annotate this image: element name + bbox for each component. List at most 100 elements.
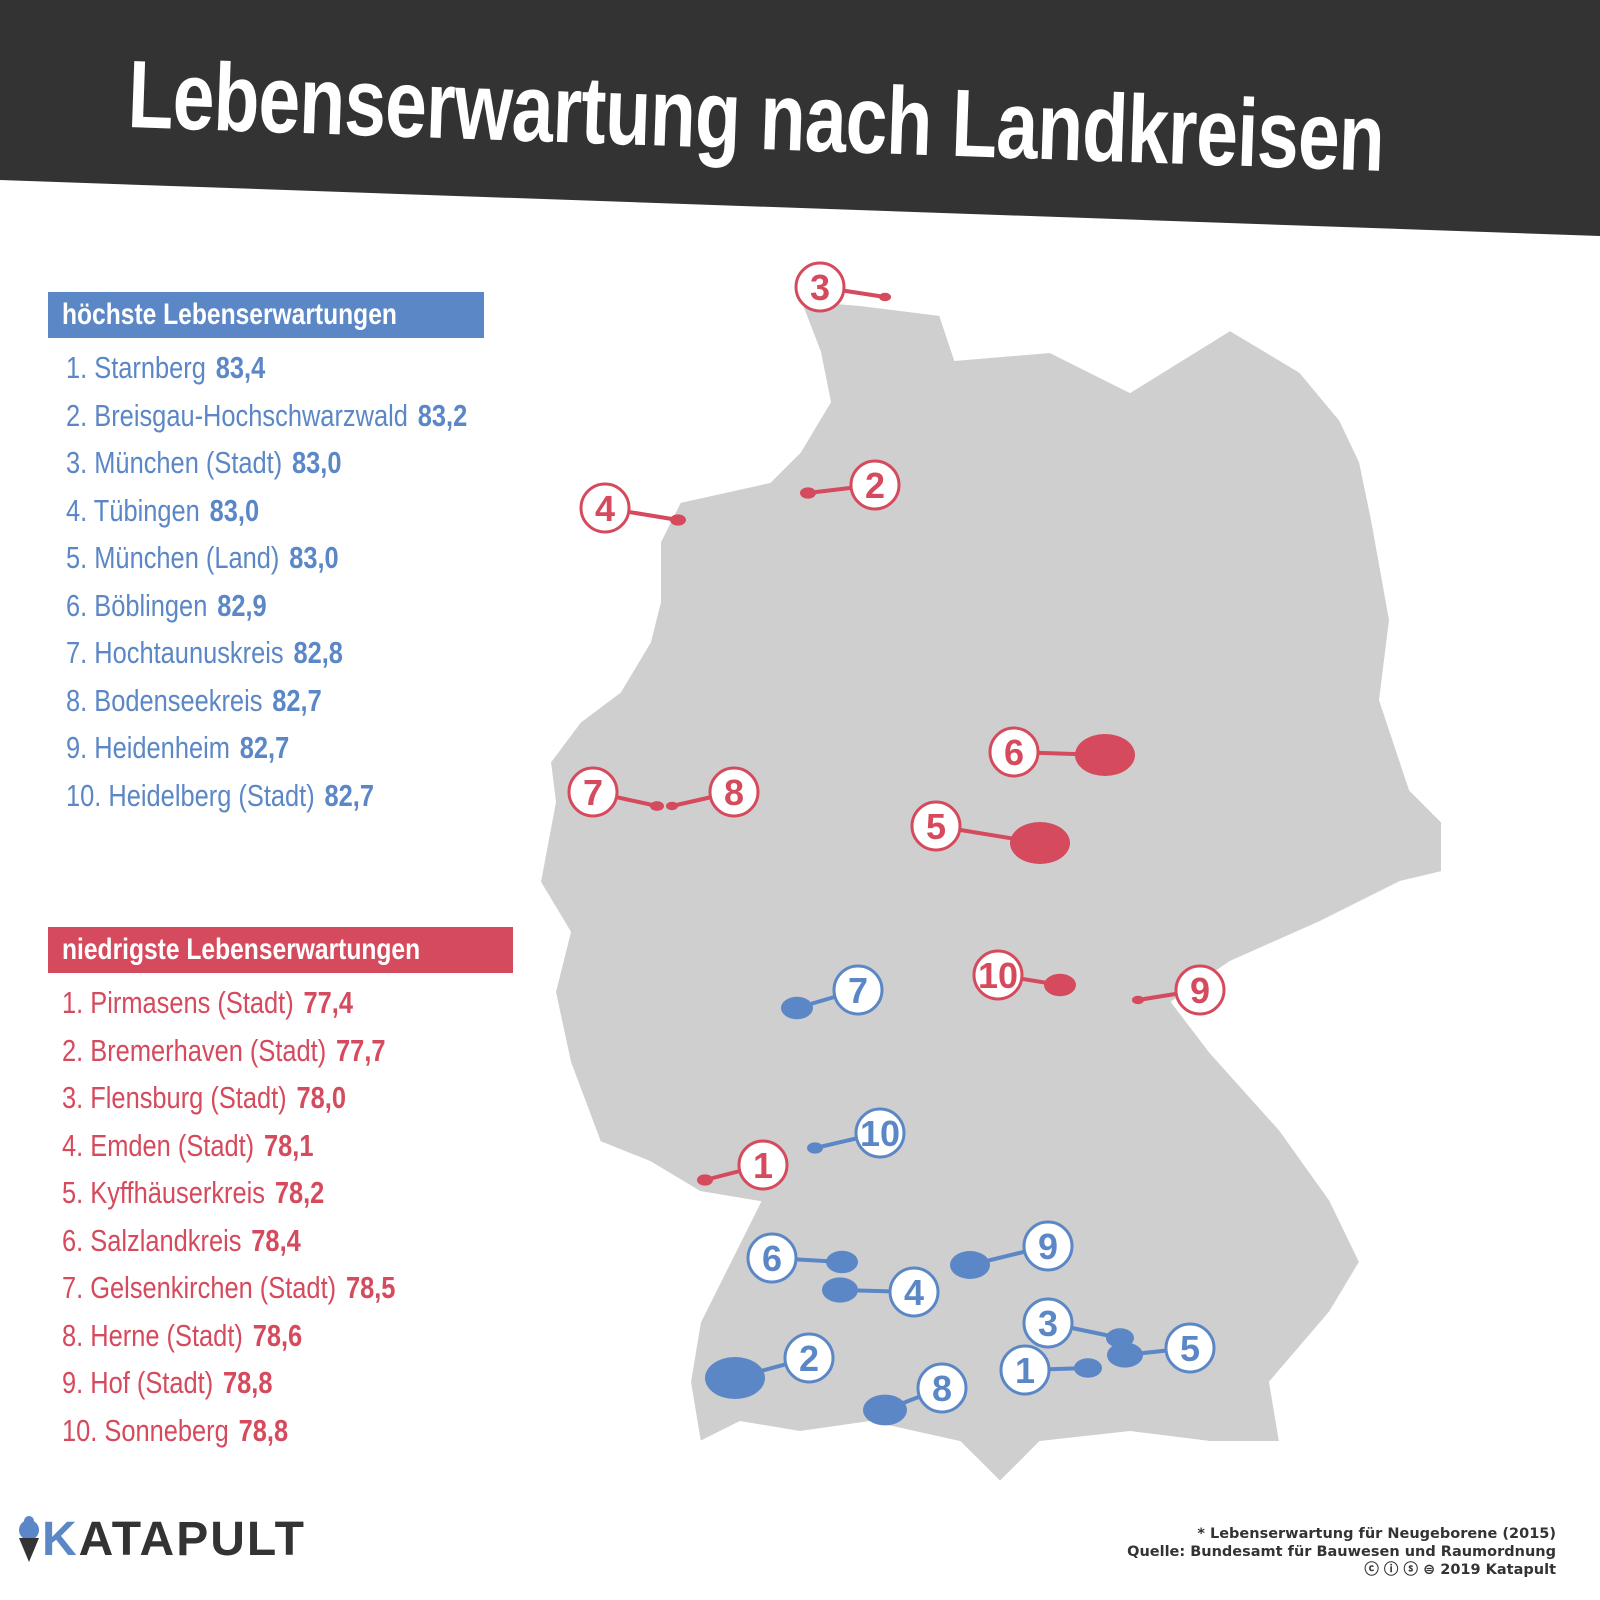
low-district-shape — [666, 801, 678, 811]
footnote: * Lebenserwartung für Neugeborene (2015) — [1197, 1526, 1556, 1542]
cc-icon: ⓒ — [1364, 1562, 1379, 1578]
germany-outline — [538, 298, 1443, 1484]
low-district-shape — [800, 487, 816, 499]
list-item: 10. Heidelberg (Stadt) 82,7 — [66, 772, 467, 820]
district-name: 1. Pirmasens (Stadt) — [62, 985, 294, 1020]
district-name: 7. Hochtaunuskreis — [66, 635, 284, 670]
source: Quelle: Bundesamt für Bauwesen und Raumo… — [1127, 1544, 1556, 1560]
high-district-shape — [781, 996, 813, 1020]
high-district-shape — [822, 1277, 858, 1303]
high-district-shape — [705, 1357, 765, 1399]
district-name: 3. Flensburg (Stadt) — [62, 1080, 287, 1115]
marker-circle — [1164, 1322, 1216, 1374]
high-marker-9: 9 — [950, 1220, 1074, 1279]
marker-number: 7 — [583, 772, 603, 813]
low-district-shape — [1010, 822, 1070, 864]
life-expectancy-value: 78,5 — [345, 1270, 396, 1305]
low-marker-7: 7 — [567, 766, 664, 818]
life-expectancy-value: 82,7 — [324, 777, 375, 813]
marker-number: 2 — [799, 1338, 819, 1379]
life-expectancy-value: 82,7 — [239, 730, 290, 765]
high-marker-10: 10 — [807, 1107, 906, 1159]
life-expectancy-value: 78,2 — [274, 1175, 325, 1210]
marker-number: 1 — [1015, 1350, 1035, 1391]
list-item: 5. München (Land) 83,0 — [66, 534, 467, 582]
list-item: 8. Herne (Stadt) 78,6 — [62, 1312, 432, 1360]
list-item: 9. Hof (Stadt) 78,8 — [62, 1359, 432, 1407]
high-district-shape — [826, 1250, 858, 1274]
district-name: 5. München (Land) — [66, 540, 280, 575]
low-marker-4: 4 — [579, 482, 686, 534]
life-expectancy-value: 78,0 — [296, 1080, 346, 1115]
low-marker-9: 9 — [1132, 964, 1226, 1016]
district-name: 9. Heidenheim — [66, 730, 230, 765]
list-item: 10. Sonneberg 78,8 — [62, 1407, 432, 1455]
ice-cream-icon — [19, 1515, 39, 1562]
list-item: 3. Flensburg (Stadt) 78,0 — [62, 1074, 432, 1122]
high-marker-2: 2 — [705, 1332, 835, 1399]
life-expectancy-value: 83,0 — [292, 445, 342, 480]
list-item: 6. Böblingen 82,9 — [66, 582, 467, 630]
low-marker-1: 1 — [697, 1139, 789, 1191]
marker-number: 6 — [1004, 732, 1024, 773]
low-marker-10: 10 — [972, 949, 1076, 1001]
marker-circle — [567, 766, 619, 818]
marker-number: 4 — [904, 1272, 924, 1313]
district-name: 7. Gelsenkirchen (Stadt) — [62, 1270, 337, 1305]
high-district-shape — [807, 1142, 823, 1154]
list-item: 8. Bodenseekreis 82,7 — [66, 677, 467, 725]
nc-icon: ⓢ — [1403, 1562, 1418, 1578]
lowest-header: niedrigste Lebenserwartungen — [48, 927, 513, 973]
list-item: 5. Kyffhäuserkreis 78,2 — [62, 1169, 432, 1217]
low-district-shape — [1075, 734, 1135, 776]
marker-circle — [999, 1344, 1051, 1396]
life-expectancy-value: 77,4 — [303, 985, 354, 1020]
high-marker-8: 8 — [863, 1362, 968, 1426]
marker-number: 9 — [1190, 970, 1210, 1011]
marker-number: 4 — [595, 488, 615, 529]
marker-circle — [888, 1266, 940, 1318]
marker-circle — [783, 1332, 835, 1384]
marker-number: 10 — [860, 1113, 900, 1154]
low-district-shape — [1132, 995, 1144, 1005]
footer: * Lebenserwartung für Neugeborene (2015)… — [1127, 1525, 1556, 1579]
low-district-shape — [650, 801, 664, 811]
life-expectancy-value: 78,6 — [252, 1317, 303, 1353]
marker-number: 3 — [1038, 1303, 1058, 1344]
marker-circle — [972, 949, 1024, 1001]
lowest-list: niedrigste Lebenserwartungen 1. Pirmasen… — [48, 927, 513, 1454]
marker-circle — [849, 459, 901, 511]
copyright-line: ⓒ ⓘ ⓢ ⊜ 2019 Katapult — [1127, 1561, 1556, 1579]
marker-circle — [737, 1139, 789, 1191]
low-marker-6: 6 — [988, 726, 1135, 778]
life-expectancy-value: 83,2 — [417, 397, 468, 433]
life-expectancy-value: 78,8 — [223, 1365, 273, 1400]
list-item: 6. Salzlandkreis 78,4 — [62, 1217, 432, 1265]
district-name: 6. Böblingen — [66, 587, 208, 623]
life-expectancy-value: 82,7 — [272, 682, 322, 718]
marker-circle — [794, 261, 846, 313]
title-band — [0, 0, 1600, 236]
district-name: 1. Starnberg — [66, 350, 206, 385]
copyright: 2019 Katapult — [1440, 1562, 1556, 1578]
marker-circle — [579, 482, 631, 534]
life-expectancy-value: 82,9 — [217, 587, 267, 623]
marker-number: 7 — [848, 970, 868, 1011]
by-icon: ⓘ — [1383, 1562, 1399, 1578]
low-marker-2: 2 — [800, 459, 901, 511]
district-name: 2. Bremerhaven (Stadt) — [62, 1032, 327, 1068]
high-district-shape — [1107, 1342, 1143, 1368]
high-marker-7: 7 — [781, 964, 884, 1020]
low-district-shape — [879, 292, 891, 302]
high-district-shape — [863, 1394, 907, 1426]
marker-number: 6 — [762, 1238, 782, 1279]
list-item: 1. Starnberg 83,4 — [66, 344, 467, 392]
marker-circle — [988, 726, 1040, 778]
life-expectancy-value: 78,1 — [264, 1127, 314, 1163]
district-name: 5. Kyffhäuserkreis — [62, 1175, 265, 1210]
list-item: 4. Tübingen 83,0 — [66, 487, 467, 535]
low-district-shape — [670, 514, 686, 526]
list-item: 1. Pirmasens (Stadt) 77,4 — [62, 979, 432, 1027]
high-marker-6: 6 — [746, 1232, 858, 1284]
